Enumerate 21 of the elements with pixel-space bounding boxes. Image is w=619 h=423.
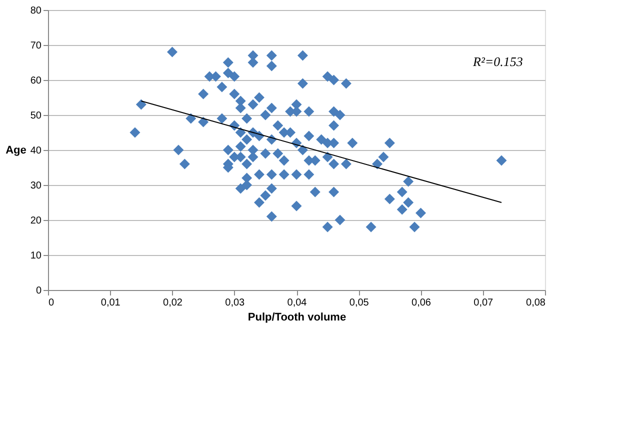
y-axis-title: Age <box>6 144 26 156</box>
y-tick-label: 40 <box>30 146 42 156</box>
x-tick-label: 0 <box>48 298 54 308</box>
annotation: R²=0.153 <box>472 54 524 69</box>
y-tick-label: 0 <box>36 286 42 296</box>
x-tick-label: 0,07 <box>474 298 494 308</box>
x-tick-label: 0,04 <box>287 298 308 308</box>
y-tick-label: 80 <box>30 6 42 16</box>
y-tick-label: 20 <box>30 216 42 226</box>
x-tick-label: 0,03 <box>225 298 246 308</box>
x-tick-label: 0,05 <box>349 298 370 308</box>
y-tick-label: 70 <box>30 40 42 52</box>
y-tick-label: 60 <box>30 76 42 86</box>
x-tick-label: 0,06 <box>412 298 432 308</box>
x-tick-label: 0,01 <box>100 298 121 308</box>
x-tick-label: 0,02 <box>163 298 183 308</box>
x-tick-label: 0,08 <box>526 298 546 308</box>
y-tick-label: 30 <box>30 180 42 192</box>
y-tick-label: 50 <box>30 110 42 122</box>
y-tick-label: 10 <box>30 250 42 262</box>
x-axis-title: Pulp/Tooth volume <box>248 312 346 324</box>
